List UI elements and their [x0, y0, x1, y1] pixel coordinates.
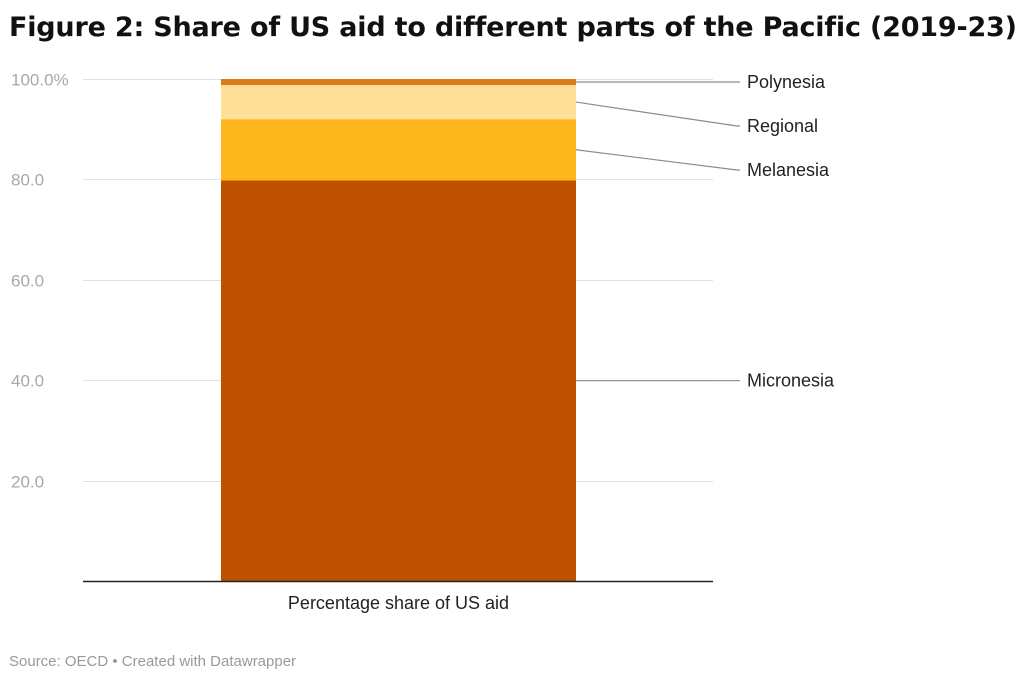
- chart-footer: Source: OECD • Created with Datawrapper: [9, 653, 296, 670]
- y-tick-label-4: 100.0%: [11, 71, 69, 90]
- x-axis-categories: Percentage share of US aid: [288, 593, 509, 613]
- bar-segment-micronesia: [221, 180, 576, 582]
- gridlines: 20.0 40.0 60.0 80.0 100.0%: [11, 71, 713, 492]
- x-category-label-0: Percentage share of US aid: [288, 593, 509, 613]
- chart-title: Figure 2: Share of US aid to different p…: [9, 12, 1017, 43]
- credit-note: Created with Datawrapper: [121, 653, 297, 670]
- bar-segments: [221, 79, 576, 582]
- connector-melanesia: [575, 149, 740, 171]
- series-label-melanesia: Melanesia: [747, 160, 830, 180]
- series-label-micronesia: Micronesia: [747, 371, 835, 391]
- series-label-regional: Regional: [747, 116, 818, 136]
- connector-regional: [575, 101, 740, 127]
- stacked-bar-chart: 20.0 40.0 60.0 80.0 100.0% Polynesia Regional…: [11, 71, 835, 614]
- series-label-polynesia: Polynesia: [747, 72, 826, 92]
- footer-separator: •: [108, 653, 122, 670]
- bar-segment-polynesia: [221, 79, 576, 86]
- series-labels: Polynesia Regional Melanesia Micronesia: [747, 72, 835, 391]
- source-note: Source: OECD: [9, 653, 109, 670]
- bar-segment-regional: [221, 85, 576, 120]
- label-connectors: [575, 81, 740, 382]
- y-tick-label-1: 40.0: [11, 372, 44, 391]
- y-tick-label-2: 60.0: [11, 272, 44, 291]
- y-tick-label-0: 20.0: [11, 473, 44, 492]
- bar-segment-melanesia: [221, 119, 576, 181]
- y-tick-label-3: 80.0: [11, 171, 44, 190]
